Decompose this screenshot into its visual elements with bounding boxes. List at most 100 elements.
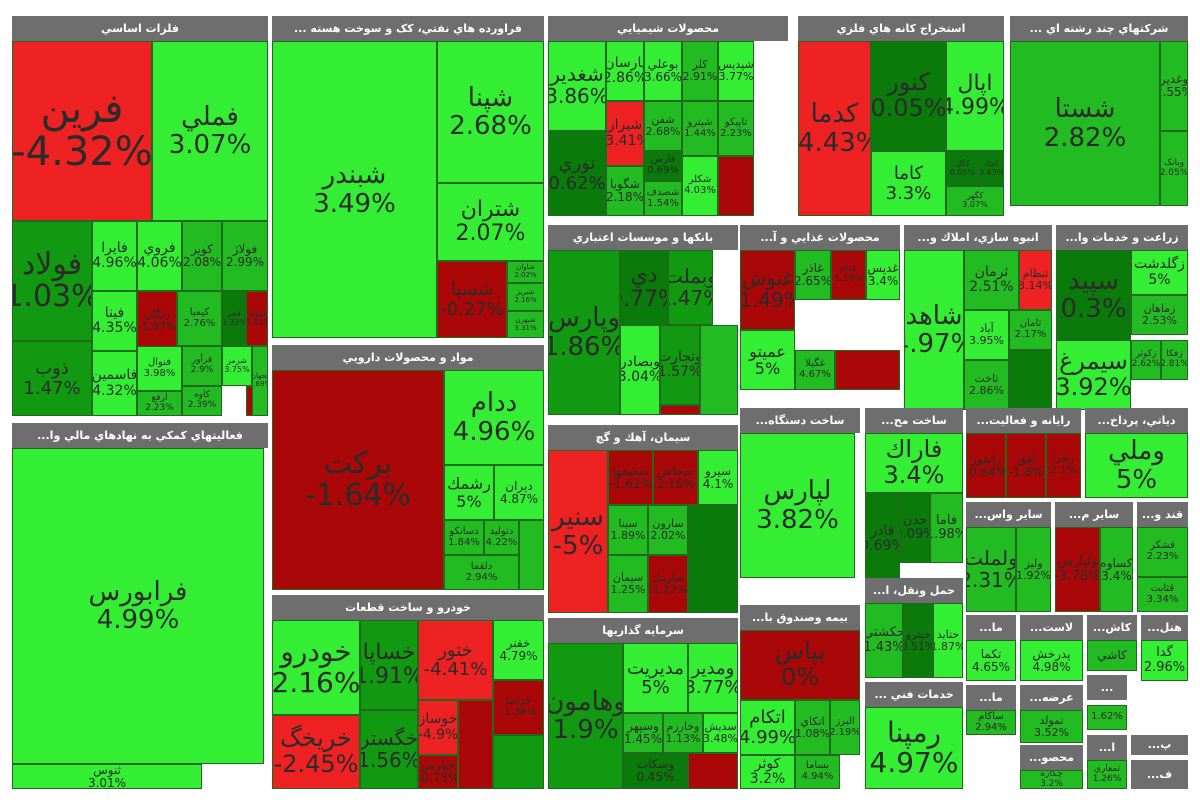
stock-tile[interactable]: شغدير 3.86% [548, 41, 606, 131]
stock-tile[interactable]: دسانکو 1.84% [444, 520, 484, 555]
stock-tile[interactable]: دلقما 2.94% [444, 555, 519, 590]
minor-stock-tile[interactable] [835, 350, 900, 390]
sector-header[interactable]: سيمان، آهك و گچ [548, 425, 738, 450]
stock-tile[interactable]: خريخگ -2.45% [272, 715, 360, 789]
stock-tile[interactable]: زگلدشت 5% [1131, 250, 1188, 295]
stock-tile[interactable]: قثابت 3.34% [1137, 577, 1188, 612]
stock-tile[interactable]: بوعلي 3.66% [644, 41, 682, 101]
stock-tile[interactable]: حتايد1.87% [933, 603, 963, 678]
stock-tile[interactable]: کگهر 3.07% [946, 186, 1004, 216]
stock-tile[interactable]: فاما1.98% [930, 493, 963, 563]
sector-header[interactable]: ... [1087, 675, 1127, 700]
stock-tile[interactable]: فارس 0.69% [644, 151, 682, 181]
stock-tile[interactable]: وبملت1.47% [668, 250, 713, 325]
stock-tile[interactable]: 1.62% [1087, 705, 1127, 730]
stock-tile[interactable]: کوثر 3.2% [740, 755, 795, 789]
stock-tile[interactable]: پدرخش 4.98% [1020, 640, 1083, 681]
sector-header[interactable]: بانکها و موسسات اعتباري [548, 225, 738, 250]
stock-tile[interactable]: ولپارس -3.78% [1055, 527, 1100, 612]
sector-header[interactable]: محصولات شيميايي [548, 16, 788, 41]
stock-tile[interactable]: وپارس1.86% [548, 250, 620, 415]
stock-tile[interactable]: خگستر 1.56% [360, 710, 418, 789]
stock-tile[interactable]: فرين -4.32% [12, 41, 152, 221]
sector-header[interactable]: ...ف [1131, 760, 1188, 789]
stock-tile[interactable]: خوساز -4.9% [418, 700, 458, 755]
sector-header[interactable]: ...رايانه و فعاليت [966, 408, 1081, 433]
stock-tile[interactable]: سيرو 4.1% [698, 450, 738, 505]
stock-tile[interactable]: ساربيل -1.27% [648, 555, 688, 613]
stock-tile[interactable]: خفنر 4.79% [493, 620, 544, 680]
stock-tile[interactable]: برکت -1.64% [272, 370, 444, 590]
stock-tile[interactable]: غگيلا 4.67% [795, 350, 835, 390]
stock-tile[interactable]: کلر 2.91% [682, 41, 718, 101]
stock-tile[interactable]: شبهرن 3.31% [507, 311, 544, 338]
stock-tile[interactable]: سديش 3.48% [703, 713, 738, 753]
stock-tile[interactable]: بساما 4.94% [795, 755, 840, 789]
stock-tile[interactable]: شتران 2.07% [437, 183, 544, 261]
stock-tile[interactable]: قادر0.69% [865, 493, 900, 585]
stock-tile[interactable]: اتکاي 1.08% [795, 700, 830, 755]
stock-tile[interactable]: حپترو0.51% [903, 603, 933, 678]
sector-header[interactable]: ... شرکتهاي چند رشته اي [1010, 16, 1188, 41]
stock-tile[interactable]: شبندر 3.49% [272, 41, 437, 338]
stock-tile[interactable]: فجهان3.69% [252, 346, 268, 416]
stock-tile[interactable]: بپاس 0% [740, 630, 860, 700]
stock-tile[interactable]: رانفور -0.64% [966, 433, 1006, 498]
stock-tile[interactable]: وملي 5% [1085, 433, 1188, 498]
stock-tile[interactable]: زفکا 2.81% [1161, 340, 1188, 380]
stock-tile[interactable]: دي0.77% [620, 250, 668, 325]
stock-tile[interactable]: شستا 2.82% [1010, 41, 1160, 206]
sector-header[interactable]: ... فراورده هاي نفتي، کک و سوخت هسته [272, 16, 544, 41]
stock-tile[interactable]: فنوال 3.98% [137, 346, 182, 391]
stock-tile[interactable]: ساکام 2.94% [966, 710, 1016, 735]
sector-header[interactable]: ...ا [1087, 735, 1127, 760]
stock-tile[interactable]: ذوب 1.47% [12, 341, 92, 416]
stock-tile[interactable]: رمپنا 4.97% [865, 707, 963, 789]
stock-tile[interactable]: خپارس -0.75% [418, 755, 458, 789]
sector-header[interactable]: ...دياتي، پرداخ [1085, 408, 1188, 433]
sector-header[interactable]: ... خدمات فني [865, 682, 963, 707]
stock-tile[interactable]: خزاميا -1.38% [493, 680, 544, 735]
stock-tile[interactable]: فاسمين 4.32% [92, 351, 137, 416]
stock-tile[interactable]: زنگان -1.87% [137, 291, 177, 351]
sector-header[interactable]: فلزات اساسي [12, 16, 268, 41]
stock-tile[interactable]: سبنا 1.89% [608, 505, 648, 555]
sector-header[interactable]: مواد و محصولات دارويي [272, 345, 544, 370]
stock-tile[interactable]: رشمك 5% [444, 465, 494, 520]
minor-stock-tile[interactable] [493, 735, 544, 789]
sector-header[interactable]: ...لاست [1020, 615, 1083, 640]
stock-tile[interactable]: ثمعاري 1.26% [1087, 760, 1127, 789]
stock-tile[interactable]: سارون 2.02% [648, 505, 688, 555]
stock-tile[interactable]: کاوه 2.39% [182, 386, 222, 416]
stock-tile[interactable]: عميتو 5% [740, 330, 795, 390]
stock-tile[interactable]: مديريت 5% [623, 643, 688, 713]
stock-tile[interactable]: آباد 3.95% [964, 310, 1009, 360]
stock-tile[interactable]: کدما-4.43% [798, 41, 871, 216]
stock-tile[interactable]: فملي 3.07% [152, 41, 268, 221]
stock-tile[interactable]: کاما 3.3% [871, 151, 946, 216]
stock-tile[interactable]: ثنظام 3.14% [1019, 250, 1052, 310]
stock-tile[interactable]: حکشتي 1.43% [865, 603, 903, 678]
stock-tile[interactable]: فرابورس 4.99% [12, 448, 264, 764]
stock-tile[interactable]: وليز 1.92% [1016, 527, 1051, 612]
stock-tile[interactable]: دتوليد 4.22% [484, 520, 519, 555]
sector-header[interactable]: ...عرضه [1020, 685, 1083, 710]
sector-header[interactable]: ...ساير م [1055, 502, 1133, 527]
stock-tile[interactable]: ديران 4.87% [494, 465, 544, 520]
stock-tile[interactable]: سخاش 2.16% [653, 450, 698, 505]
sector-header[interactable]: ...محصولات غذايي و آ [740, 225, 900, 250]
stock-tile[interactable]: غنوش-1.49% [740, 250, 795, 330]
sector-header[interactable]: ...انبوه سازي، املاك و [904, 225, 1052, 250]
minor-stock-tile[interactable] [700, 325, 738, 415]
sector-header[interactable]: ...قند و [1137, 502, 1188, 527]
stock-tile[interactable]: ومدير3.77% [688, 643, 738, 713]
sector-header[interactable]: استخراج کانه هاي فلزي [798, 16, 1004, 41]
stock-tile[interactable]: غاذر 2.65% [795, 250, 831, 300]
stock-tile[interactable]: اتکام 4.99% [740, 700, 795, 755]
stock-tile[interactable]: کگل 0.05% [946, 151, 979, 186]
stock-tile[interactable]: شگويا 2.18% [606, 166, 644, 216]
stock-tile[interactable]: ثنوس 3.01% [12, 764, 202, 789]
sector-header[interactable]: ...زراعت و خدمات وا [1056, 225, 1188, 250]
stock-tile[interactable]: وسکاب 0.45% [623, 753, 688, 789]
stock-tile[interactable]: قشکر 2.23% [1137, 527, 1188, 577]
